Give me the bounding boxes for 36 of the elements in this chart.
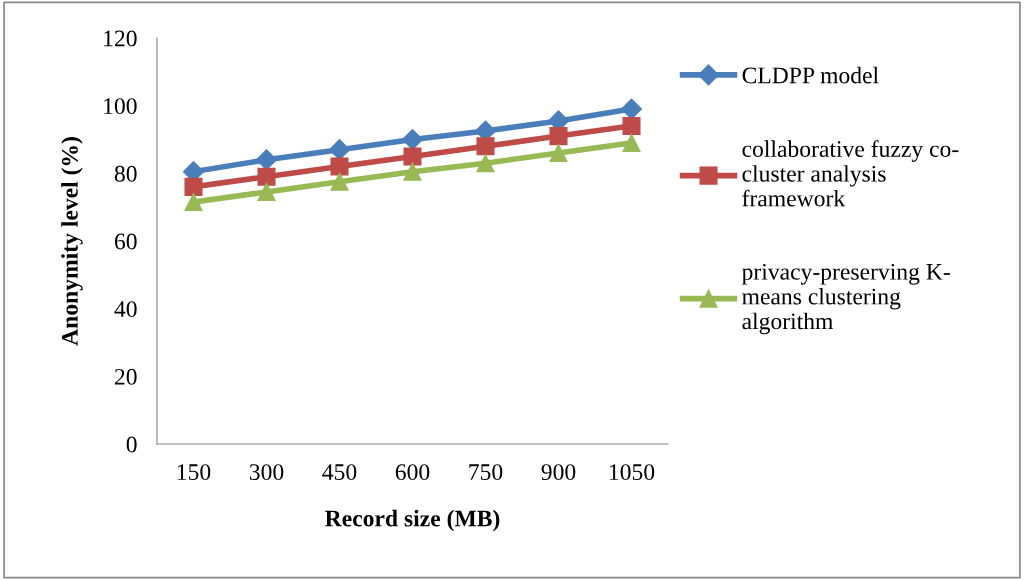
point xyxy=(549,144,568,163)
y-tick-label: 0 xyxy=(126,436,137,453)
point xyxy=(620,98,643,120)
x-tick-label: 900 xyxy=(541,464,576,481)
y-tick-label: 60 xyxy=(114,233,137,250)
point xyxy=(330,157,349,176)
point xyxy=(549,127,568,146)
point xyxy=(257,167,276,186)
x-tick-label: 150 xyxy=(177,464,211,481)
y-tick-label: 80 xyxy=(114,165,137,182)
point xyxy=(330,172,349,191)
point xyxy=(622,133,641,152)
x-axis-title: Record size (MB) xyxy=(325,509,500,532)
x-tick-label: 300 xyxy=(249,464,284,481)
point xyxy=(184,193,203,212)
legend-label: collaborative fuzzy co-cluster analysis framework xyxy=(742,140,959,207)
x-tick-label: 450 xyxy=(322,464,357,481)
point xyxy=(328,139,351,161)
y-tick-label: 120 xyxy=(104,30,137,47)
point xyxy=(403,162,422,181)
x-tick-label: 600 xyxy=(395,464,430,481)
legend-label: CLDPP model xyxy=(742,66,879,84)
x-tick-label: 750 xyxy=(469,464,503,481)
point xyxy=(622,116,641,135)
y-tick-label: 100 xyxy=(104,98,137,115)
y-axis-title: Anonymity level (%) xyxy=(61,137,83,346)
x-tick-label: 1050 xyxy=(609,464,655,481)
legend-label: privacy-preserving K-means clustering algorithm xyxy=(741,263,950,335)
point xyxy=(257,182,276,201)
point xyxy=(476,137,495,156)
y-tick-label: 20 xyxy=(114,368,137,385)
y-tick-label: 40 xyxy=(114,301,137,318)
point xyxy=(403,147,422,166)
point xyxy=(255,149,278,171)
point xyxy=(476,154,495,173)
point xyxy=(184,177,203,196)
